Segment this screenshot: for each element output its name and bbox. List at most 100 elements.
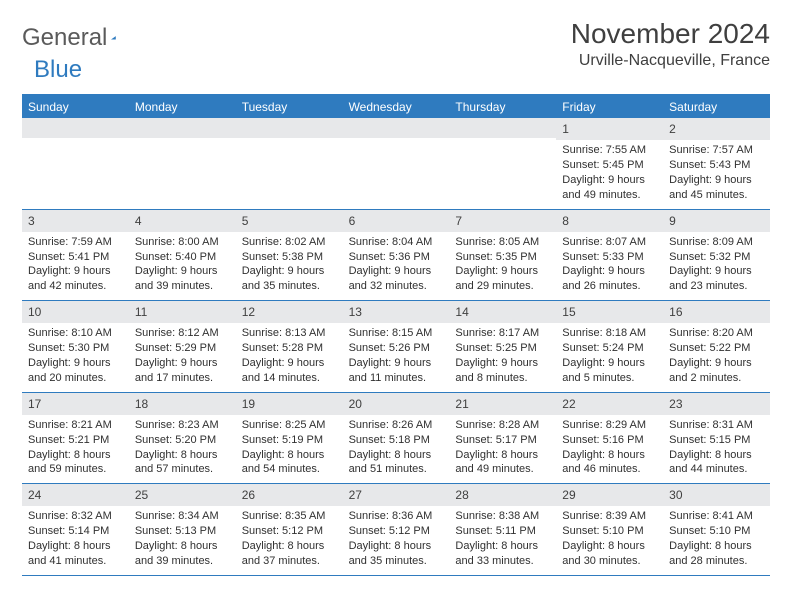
day-number: 15 — [556, 301, 663, 323]
daylight-text: Daylight: 8 hours and 41 minutes. — [28, 539, 123, 569]
day-number: 25 — [129, 484, 236, 506]
daylight-text: Daylight: 8 hours and 33 minutes. — [455, 539, 550, 569]
sunset-text: Sunset: 5:35 PM — [455, 250, 550, 265]
day-body: Sunrise: 8:13 AMSunset: 5:28 PMDaylight:… — [236, 323, 343, 391]
sunrise-text: Sunrise: 8:39 AM — [562, 509, 657, 524]
week-row: 24Sunrise: 8:32 AMSunset: 5:14 PMDayligh… — [22, 484, 770, 576]
daylight-text: Daylight: 9 hours and 8 minutes. — [455, 356, 550, 386]
day-body: Sunrise: 8:26 AMSunset: 5:18 PMDaylight:… — [343, 415, 450, 483]
day-cell: 1Sunrise: 7:55 AMSunset: 5:45 PMDaylight… — [556, 118, 663, 209]
sunrise-text: Sunrise: 8:29 AM — [562, 418, 657, 433]
daylight-text: Daylight: 8 hours and 57 minutes. — [135, 448, 230, 478]
day-number — [236, 118, 343, 138]
title-block: November 2024 Urville-Nacqueville, Franc… — [571, 18, 770, 70]
sunrise-text: Sunrise: 8:09 AM — [669, 235, 764, 250]
day-body: Sunrise: 8:18 AMSunset: 5:24 PMDaylight:… — [556, 323, 663, 391]
day-number: 24 — [22, 484, 129, 506]
day-cell: 29Sunrise: 8:39 AMSunset: 5:10 PMDayligh… — [556, 484, 663, 575]
sunset-text: Sunset: 5:17 PM — [455, 433, 550, 448]
day-number: 16 — [663, 301, 770, 323]
day-number: 3 — [22, 210, 129, 232]
sunrise-text: Sunrise: 7:55 AM — [562, 143, 657, 158]
sunrise-text: Sunrise: 8:23 AM — [135, 418, 230, 433]
sunset-text: Sunset: 5:45 PM — [562, 158, 657, 173]
weekday-header: Friday — [556, 96, 663, 118]
day-cell: 6Sunrise: 8:04 AMSunset: 5:36 PMDaylight… — [343, 210, 450, 301]
day-body: Sunrise: 8:39 AMSunset: 5:10 PMDaylight:… — [556, 506, 663, 574]
day-body: Sunrise: 8:34 AMSunset: 5:13 PMDaylight:… — [129, 506, 236, 574]
sunrise-text: Sunrise: 8:15 AM — [349, 326, 444, 341]
daylight-text: Daylight: 9 hours and 23 minutes. — [669, 264, 764, 294]
day-body: Sunrise: 8:20 AMSunset: 5:22 PMDaylight:… — [663, 323, 770, 391]
day-number: 20 — [343, 393, 450, 415]
day-number: 26 — [236, 484, 343, 506]
day-cell: 15Sunrise: 8:18 AMSunset: 5:24 PMDayligh… — [556, 301, 663, 392]
day-cell: 7 Sunrise: 8:05 AMSunset: 5:35 PMDaylight… — [449, 210, 556, 301]
logo-triangle-icon — [111, 28, 116, 48]
sunrise-text: Sunrise: 8:18 AM — [562, 326, 657, 341]
daylight-text: Daylight: 8 hours and 54 minutes. — [242, 448, 337, 478]
day-cell: 9Sunrise: 8:09 AMSunset: 5:32 PMDaylight… — [663, 210, 770, 301]
day-cell: 12Sunrise: 8:13 AMSunset: 5:28 PMDayligh… — [236, 301, 343, 392]
brand-logo: General — [22, 18, 137, 52]
day-body: Sunrise: 8:36 AMSunset: 5:12 PMDaylight:… — [343, 506, 450, 574]
daylight-text: Daylight: 8 hours and 39 minutes. — [135, 539, 230, 569]
sunset-text: Sunset: 5:38 PM — [242, 250, 337, 265]
weekday-header: Monday — [129, 96, 236, 118]
day-body: Sunrise: 8:10 AMSunset: 5:30 PMDaylight:… — [22, 323, 129, 391]
day-body: Sunrise: 8:00 AMSunset: 5:40 PMDaylight:… — [129, 232, 236, 300]
sunrise-text: Sunrise: 8:41 AM — [669, 509, 764, 524]
daylight-text: Daylight: 9 hours and 42 minutes. — [28, 264, 123, 294]
day-cell: 30Sunrise: 8:41 AMSunset: 5:10 PMDayligh… — [663, 484, 770, 575]
daylight-text: Daylight: 9 hours and 49 minutes. — [562, 173, 657, 203]
sunset-text: Sunset: 5:18 PM — [349, 433, 444, 448]
day-number: 14 — [449, 301, 556, 323]
sunrise-text: Sunrise: 8:10 AM — [28, 326, 123, 341]
sunrise-text: Sunrise: 8:07 AM — [562, 235, 657, 250]
day-number: 2 — [663, 118, 770, 140]
day-body: Sunrise: 7:55 AMSunset: 5:45 PMDaylight:… — [556, 140, 663, 208]
day-body: Sunrise: 8:25 AMSunset: 5:19 PMDaylight:… — [236, 415, 343, 483]
daylight-text: Daylight: 9 hours and 26 minutes. — [562, 264, 657, 294]
daylight-text: Daylight: 8 hours and 35 minutes. — [349, 539, 444, 569]
sunrise-text: Sunrise: 8:04 AM — [349, 235, 444, 250]
day-number: 4 — [129, 210, 236, 232]
day-cell: 23Sunrise: 8:31 AMSunset: 5:15 PMDayligh… — [663, 393, 770, 484]
day-cell: 21Sunrise: 8:28 AMSunset: 5:17 PMDayligh… — [449, 393, 556, 484]
day-body: Sunrise: 7:59 AMSunset: 5:41 PMDaylight:… — [22, 232, 129, 300]
sunset-text: Sunset: 5:16 PM — [562, 433, 657, 448]
sunset-text: Sunset: 5:30 PM — [28, 341, 123, 356]
day-body: Sunrise: 8:12 AMSunset: 5:29 PMDaylight:… — [129, 323, 236, 391]
day-number: 7 — [449, 210, 556, 232]
day-cell: 27Sunrise: 8:36 AMSunset: 5:12 PMDayligh… — [343, 484, 450, 575]
sunrise-text: Sunrise: 8:36 AM — [349, 509, 444, 524]
day-cell: 25Sunrise: 8:34 AMSunset: 5:13 PMDayligh… — [129, 484, 236, 575]
sunset-text: Sunset: 5:13 PM — [135, 524, 230, 539]
weekday-header: Thursday — [449, 96, 556, 118]
day-number: 21 — [449, 393, 556, 415]
daylight-text: Daylight: 9 hours and 5 minutes. — [562, 356, 657, 386]
sunset-text: Sunset: 5:32 PM — [669, 250, 764, 265]
sunset-text: Sunset: 5:11 PM — [455, 524, 550, 539]
sunrise-text: Sunrise: 8:13 AM — [242, 326, 337, 341]
day-cell: 3Sunrise: 7:59 AMSunset: 5:41 PMDaylight… — [22, 210, 129, 301]
sunset-text: Sunset: 5:36 PM — [349, 250, 444, 265]
daylight-text: Daylight: 8 hours and 28 minutes. — [669, 539, 764, 569]
daylight-text: Daylight: 9 hours and 32 minutes. — [349, 264, 444, 294]
day-cell: 20Sunrise: 8:26 AMSunset: 5:18 PMDayligh… — [343, 393, 450, 484]
daylight-text: Daylight: 9 hours and 29 minutes. — [455, 264, 550, 294]
sunrise-text: Sunrise: 8:05 AM — [455, 235, 550, 250]
sunrise-text: Sunrise: 7:59 AM — [28, 235, 123, 250]
day-cell — [343, 118, 450, 209]
day-body: Sunrise: 8:41 AMSunset: 5:10 PMDaylight:… — [663, 506, 770, 574]
sunset-text: Sunset: 5:33 PM — [562, 250, 657, 265]
day-number: 29 — [556, 484, 663, 506]
week-row: 1Sunrise: 7:55 AMSunset: 5:45 PMDaylight… — [22, 118, 770, 210]
day-body: Sunrise: 8:29 AMSunset: 5:16 PMDaylight:… — [556, 415, 663, 483]
day-number: 30 — [663, 484, 770, 506]
day-number: 1 — [556, 118, 663, 140]
sunset-text: Sunset: 5:10 PM — [669, 524, 764, 539]
daylight-text: Daylight: 8 hours and 37 minutes. — [242, 539, 337, 569]
day-cell: 11Sunrise: 8:12 AMSunset: 5:29 PMDayligh… — [129, 301, 236, 392]
day-cell: 18Sunrise: 8:23 AMSunset: 5:20 PMDayligh… — [129, 393, 236, 484]
